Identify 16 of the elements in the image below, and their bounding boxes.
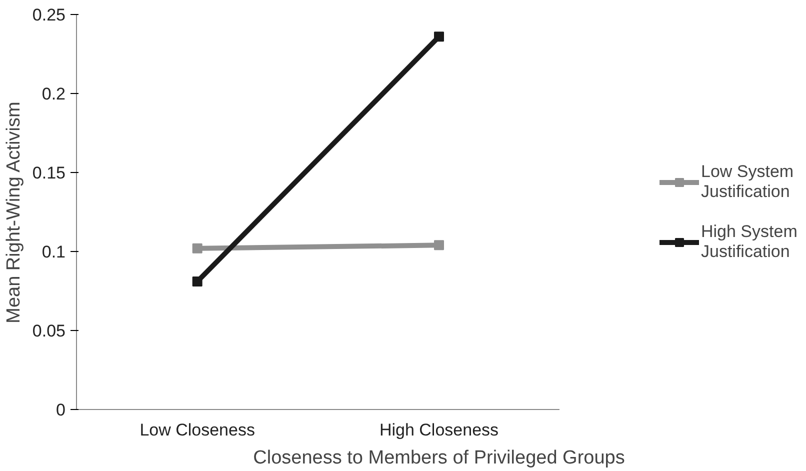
point [434,240,444,250]
point [192,276,202,287]
y-tick-label: 0.05 [32,322,66,340]
legend-label: High System Justification [701,222,798,262]
y-tick-label: 0.1 [42,242,66,262]
x-axis-title: Closeness to Members of Privileged Groups [253,448,625,468]
y-tick-label: 0.2 [42,84,66,104]
y-tick-label: 0.25 [32,6,66,24]
y-axis-title: Mean Right-Wing Activism [3,102,24,324]
point [192,243,202,254]
x-tick-label: Low Closeness [140,420,255,440]
x-tick-label: High Closeness [379,420,499,440]
legend-label: Low System Justification [701,162,795,202]
point [434,32,444,42]
y-tick-label: 0 [56,400,66,420]
y-tick-label: 0.15 [32,164,66,182]
